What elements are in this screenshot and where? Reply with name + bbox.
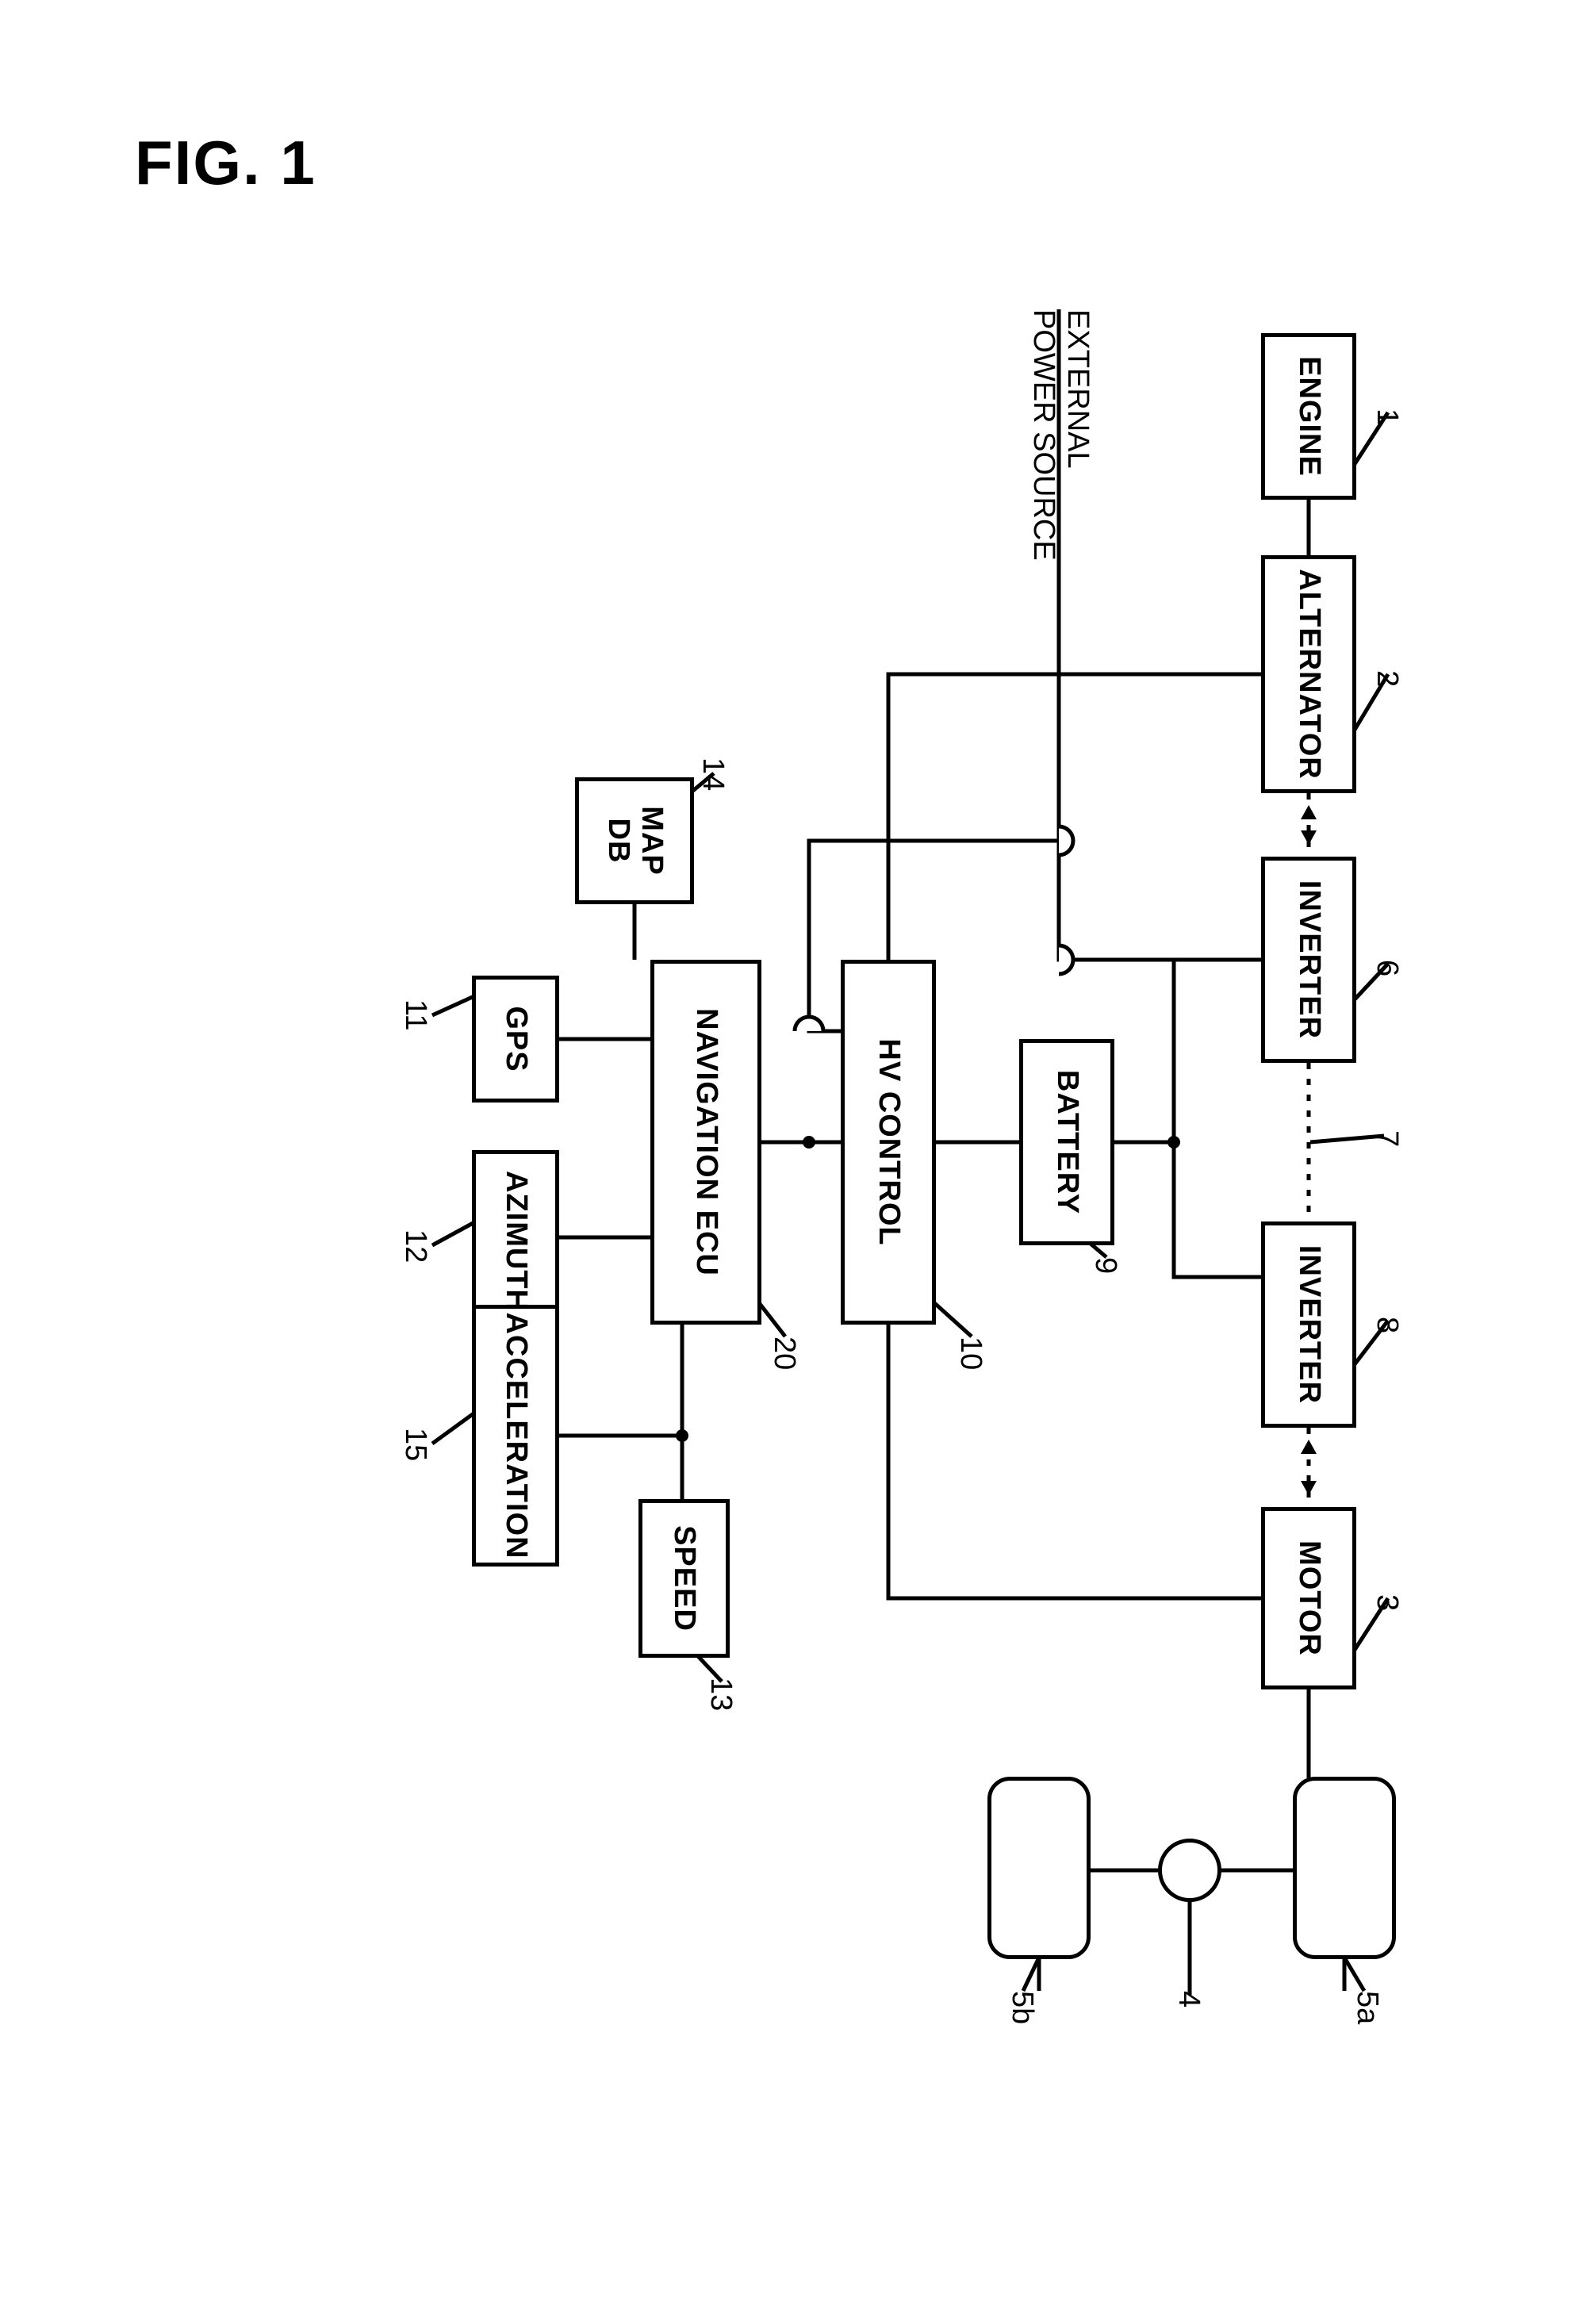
ref-15: 15	[398, 1428, 432, 1461]
ref-4: 4	[1171, 1991, 1206, 2008]
ref-20: 20	[767, 1336, 801, 1370]
acceleration-block: ACCELERATION	[472, 1305, 559, 1567]
wiring-layer	[238, 286, 1428, 2070]
motor-block: MOTOR	[1261, 1507, 1356, 1689]
inverter-1-block: INVERTER	[1261, 857, 1356, 1063]
nav-label: NAVIGATION ECU	[689, 1008, 723, 1276]
external-power-label: EXTERNAL POWER SOURCE	[1026, 309, 1095, 561]
ref-5b: 5b	[1005, 1991, 1039, 2024]
azimuth-label: AZIMUTH	[499, 1171, 532, 1312]
alternator-label: ALTERNATOR	[1292, 569, 1325, 779]
differential-node	[1158, 1839, 1221, 1902]
ref-14: 14	[696, 757, 730, 791]
gps-label: GPS	[499, 1006, 532, 1072]
ref-11: 11	[398, 999, 432, 1030]
ref-8: 8	[1370, 1317, 1404, 1333]
inverter-1-label: INVERTER	[1292, 880, 1325, 1039]
diagram: ENGINE ALTERNATOR INVERTER INVERTER MOTO…	[238, 286, 1428, 2070]
speed-label: SPEED	[668, 1525, 701, 1632]
ref-12: 12	[398, 1229, 432, 1263]
accel-label: ACCELERATION	[499, 1312, 532, 1559]
figure-title: FIG. 1	[135, 127, 316, 199]
ref-5a: 5a	[1350, 1991, 1384, 2024]
mapdb-label: MAP DB	[601, 781, 668, 900]
inverter-2-block: INVERTER	[1261, 1221, 1356, 1428]
motor-label: MOTOR	[1292, 1540, 1325, 1656]
alternator-block: ALTERNATOR	[1261, 555, 1356, 793]
gps-block: GPS	[472, 976, 559, 1103]
ref-7: 7	[1370, 1130, 1404, 1147]
engine-label: ENGINE	[1292, 356, 1325, 477]
ref-9: 9	[1088, 1257, 1122, 1274]
ref-3: 3	[1370, 1594, 1404, 1611]
speed-block: SPEED	[638, 1499, 730, 1658]
map-db-block: MAP DB	[575, 777, 694, 904]
wheel-bottom	[987, 1777, 1091, 1959]
engine-block: ENGINE	[1261, 333, 1356, 500]
hv-control-block: HV CONTROL	[841, 960, 936, 1325]
inverter-2-label: INVERTER	[1292, 1245, 1325, 1404]
hv-control-label: HV CONTROL	[872, 1038, 905, 1245]
wheel-top	[1293, 1777, 1396, 1959]
ref-10: 10	[953, 1336, 987, 1370]
battery-label: BATTERY	[1050, 1070, 1083, 1214]
battery-block: BATTERY	[1019, 1039, 1114, 1245]
navigation-ecu-block: NAVIGATION ECU	[650, 960, 761, 1325]
ref-1: 1	[1370, 408, 1404, 425]
ref-2: 2	[1370, 670, 1404, 687]
ref-6: 6	[1370, 960, 1404, 976]
ref-13: 13	[704, 1678, 738, 1711]
